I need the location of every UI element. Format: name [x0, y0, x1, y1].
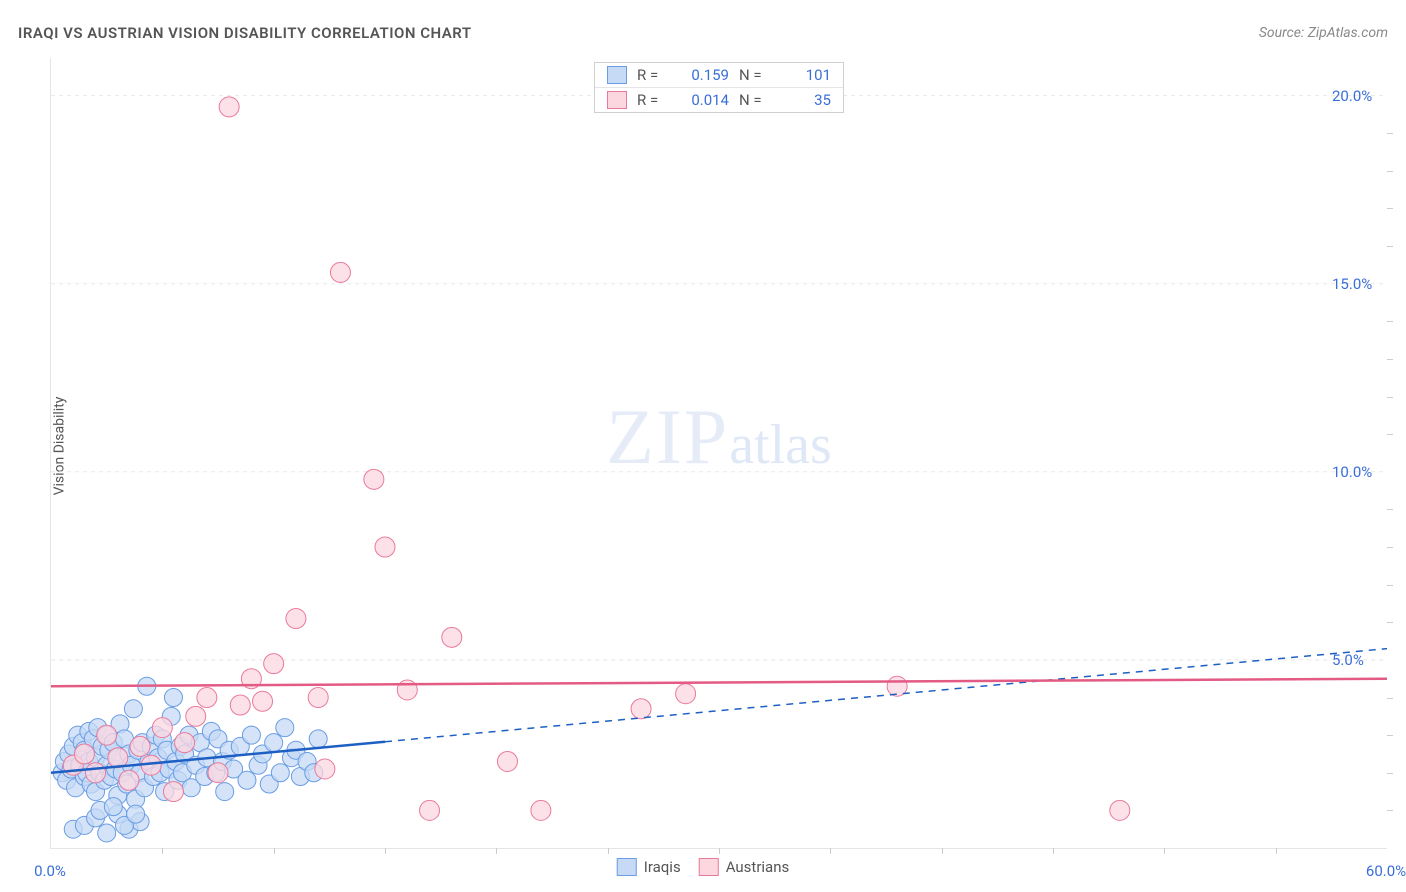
- y-tick-label: 5.0%: [1332, 651, 1364, 669]
- legend-row-austrians: R = 0.014 N = 35: [595, 88, 843, 112]
- source-attribution: Source: ZipAtlas.com: [1259, 25, 1388, 41]
- swatch-iraqis: [607, 66, 627, 84]
- legend-item: Austrians: [699, 858, 790, 876]
- swatch-icon: [699, 858, 719, 876]
- scatter-plot-svg: [51, 58, 1387, 848]
- legend-row-iraqis: R = 0.159 N = 101: [595, 63, 843, 88]
- y-tick-label: 10.0%: [1332, 463, 1372, 481]
- swatch-austrians: [607, 91, 627, 109]
- legend-label: Iraqis: [644, 858, 681, 876]
- legend-item: Iraqis: [617, 858, 681, 876]
- y-tick-label: 20.0%: [1332, 87, 1372, 105]
- legend-label: Austrians: [726, 858, 790, 876]
- x-tick-label: 60.0%: [1366, 862, 1406, 880]
- x-tick-label: 0.0%: [34, 862, 66, 880]
- plot-frame: ZIPatlas R = 0.159 N = 101 R = 0.014 N =…: [50, 58, 1387, 849]
- correlation-legend: R = 0.159 N = 101 R = 0.014 N = 35: [594, 62, 844, 113]
- series-legend: Iraqis Austrians: [617, 858, 790, 876]
- y-tick-label: 15.0%: [1332, 275, 1372, 293]
- swatch-icon: [617, 858, 637, 876]
- chart-title: IRAQI VS AUSTRIAN VISION DISABILITY CORR…: [18, 24, 472, 42]
